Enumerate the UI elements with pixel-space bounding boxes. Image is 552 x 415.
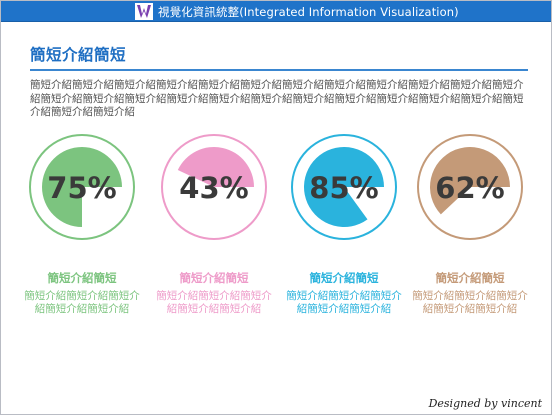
pie-charts: 75% 43% 85% 62% bbox=[29, 134, 523, 240]
page-title: 簡短介紹簡短 bbox=[30, 46, 127, 64]
caption-body: 簡短介紹簡短介紹簡短介紹簡短介紹簡短介紹 bbox=[412, 290, 528, 315]
caption-title: 簡短介紹簡短 bbox=[309, 271, 379, 285]
pie-slice bbox=[429, 147, 510, 215]
caption-title: 簡短介紹簡短 bbox=[179, 271, 249, 285]
intro-text: 簡短介紹簡短介紹簡短介紹簡短介紹簡短介紹簡短介紹簡短介紹簡短介紹簡短介紹簡短介紹… bbox=[30, 79, 524, 118]
pie-slice bbox=[42, 147, 122, 227]
caption-body: 簡短介紹簡短介紹簡短介紹簡短介紹簡短介紹 bbox=[24, 290, 140, 315]
pie-chart-1: 75% bbox=[29, 134, 135, 240]
pie-outline-ring bbox=[417, 134, 523, 240]
pie-slice bbox=[304, 146, 384, 227]
pie-slice bbox=[177, 147, 254, 187]
title-bar: 視覺化資訊統整(Integrated Information Visualiza… bbox=[1, 1, 551, 22]
pie-caption-3: 簡短介紹簡短簡短介紹簡短介紹簡短介紹簡短介紹簡短介紹 bbox=[286, 270, 402, 315]
caption-body: 簡短介紹簡短介紹簡短介紹簡短介紹簡短介紹 bbox=[286, 290, 402, 315]
pie-value-label: 62% bbox=[435, 171, 504, 205]
pie-caption-1: 簡短介紹簡短簡短介紹簡短介紹簡短介紹簡短介紹簡短介紹 bbox=[24, 270, 140, 315]
title-divider bbox=[30, 69, 528, 71]
designer-signature: Designed by vincent bbox=[428, 397, 542, 410]
pie-value-label: 43% bbox=[179, 171, 248, 205]
caption-body: 簡短介紹簡短介紹簡短介紹簡短介紹簡短介紹 bbox=[156, 290, 272, 315]
pie-caption-2: 簡短介紹簡短簡短介紹簡短介紹簡短介紹簡短介紹簡短介紹 bbox=[156, 270, 272, 315]
pie-outline-ring bbox=[29, 134, 135, 240]
pie-value-label: 75% bbox=[47, 171, 116, 205]
pie-value-label: 85% bbox=[309, 171, 378, 205]
pie-outline-ring bbox=[161, 134, 267, 240]
caption-title: 簡短介紹簡短 bbox=[47, 271, 117, 285]
pie-chart-3: 85% bbox=[291, 134, 397, 240]
pie-outline-ring bbox=[291, 134, 397, 240]
caption-title: 簡短介紹簡短 bbox=[435, 271, 505, 285]
pie-caption-4: 簡短介紹簡短簡短介紹簡短介紹簡短介紹簡短介紹簡短介紹 bbox=[412, 270, 528, 315]
pie-chart-2: 43% bbox=[161, 134, 267, 240]
pie-chart-4: 62% bbox=[417, 134, 523, 240]
app-title: 視覺化資訊統整(Integrated Information Visualiza… bbox=[158, 5, 459, 19]
w-logo-icon bbox=[135, 3, 153, 20]
